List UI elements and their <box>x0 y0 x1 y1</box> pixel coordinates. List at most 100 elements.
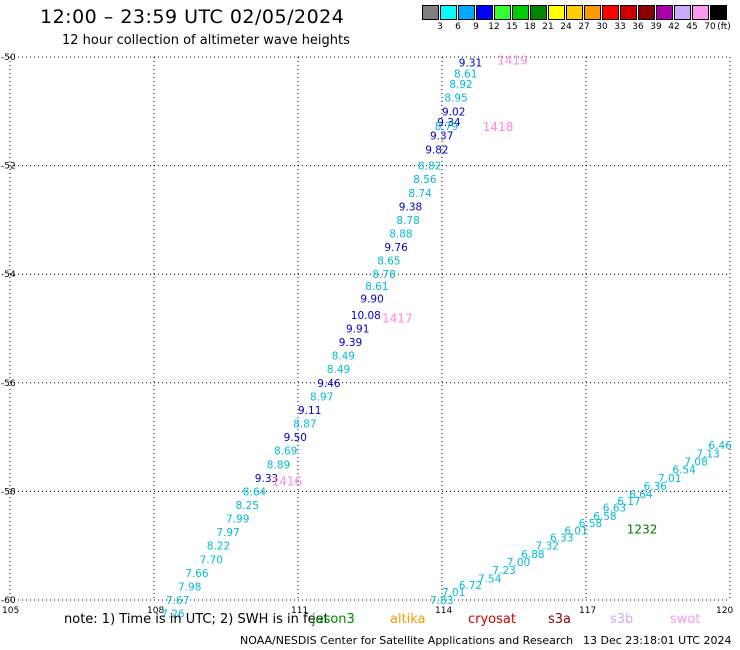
wave-height-label: 9.50 <box>284 432 307 444</box>
legend-swatch <box>458 5 475 20</box>
wave-height-label: 8.64 <box>243 486 267 498</box>
wave-height-label: 6.33 <box>550 533 573 545</box>
wave-height-label: 9.02 <box>442 106 465 118</box>
legend-swatch <box>422 5 439 20</box>
wave-height-label: 7.01 <box>658 473 681 485</box>
wave-height-label: 6.72 <box>459 580 482 592</box>
legend-unit: (ft) <box>717 22 731 32</box>
pass-id-label: 1232 <box>627 522 658 536</box>
satellite-label-s3a: s3a <box>548 612 572 627</box>
wave-height-label: 8.82 <box>418 161 441 173</box>
legend-label: 24 <box>560 22 572 32</box>
wave-height-label: 9.11 <box>298 405 321 417</box>
wave-height-label: 8.78 <box>396 215 419 227</box>
legend-label: 21 <box>542 22 554 32</box>
lat-tick-label: -52 <box>1 162 16 172</box>
wave-height-label: 8.61 <box>365 281 388 293</box>
satellite-label-jason3: jason3 <box>312 612 355 627</box>
wave-height-label: 8.49 <box>327 364 350 376</box>
lon-tick-label: 111 <box>291 606 308 616</box>
wave-height-label: 7.01 <box>442 587 465 599</box>
wave-height-label: 9.39 <box>339 337 362 349</box>
legend-label: 30 <box>596 22 608 32</box>
wave-height-label: 7.98 <box>178 581 201 593</box>
lon-tick-label: 114 <box>435 606 452 616</box>
wave-height-label: 8.56 <box>413 174 437 186</box>
legend-swatch <box>602 5 619 20</box>
wave-height-label: 10.08 <box>351 310 381 322</box>
wave-height-label: 9.31 <box>459 57 482 69</box>
legend-label: 42 <box>668 22 680 32</box>
wave-height-label: 7.54 <box>478 573 502 585</box>
wave-height-label: 8.89 <box>267 459 290 471</box>
legend-label: 15 <box>506 22 518 32</box>
pass-id-label: 1419 <box>497 54 528 68</box>
legend-label: 12 <box>488 22 500 32</box>
legend-swatch <box>512 5 529 20</box>
wave-height-label: 6.88 <box>521 549 544 561</box>
wave-height-label: 6.01 <box>564 525 587 537</box>
wave-height-label: 8.69 <box>274 446 297 458</box>
wave-height-label: 8.22 <box>207 541 230 553</box>
wave-height-label: 7.97 <box>216 527 239 539</box>
lat-tick-label: -60 <box>1 596 16 606</box>
wave-height-label: 8.95 <box>444 93 467 105</box>
satellite-label-swot: swot <box>670 612 701 627</box>
wave-height-label: 6.63 <box>603 503 626 515</box>
lat-tick-label: -50 <box>1 53 16 63</box>
wave-height-label: 8.79 <box>435 121 458 133</box>
wave-height-label: 9.82 <box>425 144 448 156</box>
page-subtitle: 12 hour collection of altimeter wave hei… <box>62 33 350 48</box>
wave-height-label: 9.90 <box>360 294 383 306</box>
legend-label: 6 <box>455 22 461 32</box>
wave-height-label: 6.64 <box>629 489 653 501</box>
wave-height-label: 6.58 <box>593 511 616 523</box>
satellite-label-altika: altika <box>390 612 426 627</box>
wave-height-label: 8.87 <box>293 419 316 431</box>
wave-height-label: 9.34 <box>437 117 461 129</box>
wave-height-label: 8.65 <box>377 256 400 268</box>
wave-height-label: 6.58 <box>579 518 602 530</box>
legend-label: 3 <box>437 22 443 32</box>
wave-height-label: 8.92 <box>449 79 472 91</box>
satellite-label-s3b: s3b <box>610 612 634 627</box>
legend-swatch <box>710 5 727 20</box>
wave-height-label: 9.46 <box>317 378 341 390</box>
legend-label: 36 <box>632 22 644 32</box>
wave-height-label: 7.13 <box>696 448 719 460</box>
legend-swatch <box>440 5 457 20</box>
footer-note: note: 1) Time is in UTC; 2) SWH is in fe… <box>64 612 329 627</box>
generation-timestamp: 13 Dec 23:18:01 UTC 2024 <box>583 634 732 647</box>
legend-label: 70 <box>704 22 716 32</box>
lon-tick-label: 117 <box>579 606 596 616</box>
credit-line: NOAA/NESDIS Center for Satellite Applica… <box>240 634 574 647</box>
pass-id-label: 1416 <box>272 475 303 489</box>
wave-height-label: 8.49 <box>332 351 355 363</box>
legend-swatch <box>566 5 583 20</box>
wave-height-label: 7.99 <box>226 514 249 526</box>
pass-id-label: 1417 <box>382 312 413 326</box>
wave-height-label: 9.38 <box>399 201 422 213</box>
legend-swatch <box>674 5 691 20</box>
wave-height-label: 7.70 <box>200 554 223 566</box>
wave-height-label: 8.25 <box>236 500 259 512</box>
lon-tick-label: 108 <box>147 606 164 616</box>
wave-height-label: 7.26 <box>161 609 185 621</box>
wave-height-label: 9.76 <box>384 242 408 254</box>
legend-swatch <box>494 5 511 20</box>
lon-tick-label: 120 <box>716 606 733 616</box>
legend-swatch <box>656 5 673 20</box>
lon-tick-label: 105 <box>2 606 19 616</box>
legend-swatch <box>584 5 601 20</box>
wave-height-label: 9.37 <box>430 131 453 143</box>
wave-height-label: 7.67 <box>166 595 189 607</box>
wave-height-label: 7.00 <box>507 557 530 569</box>
wave-height-label: 6.17 <box>617 496 640 508</box>
wave-height-label: 8.88 <box>389 228 412 240</box>
lat-tick-label: -58 <box>1 487 16 497</box>
wave-height-label: 8.74 <box>408 188 432 200</box>
wave-height-label: 7.83 <box>430 595 453 607</box>
wave-height-label: 7.32 <box>536 541 559 553</box>
legend-label: 33 <box>614 22 626 32</box>
